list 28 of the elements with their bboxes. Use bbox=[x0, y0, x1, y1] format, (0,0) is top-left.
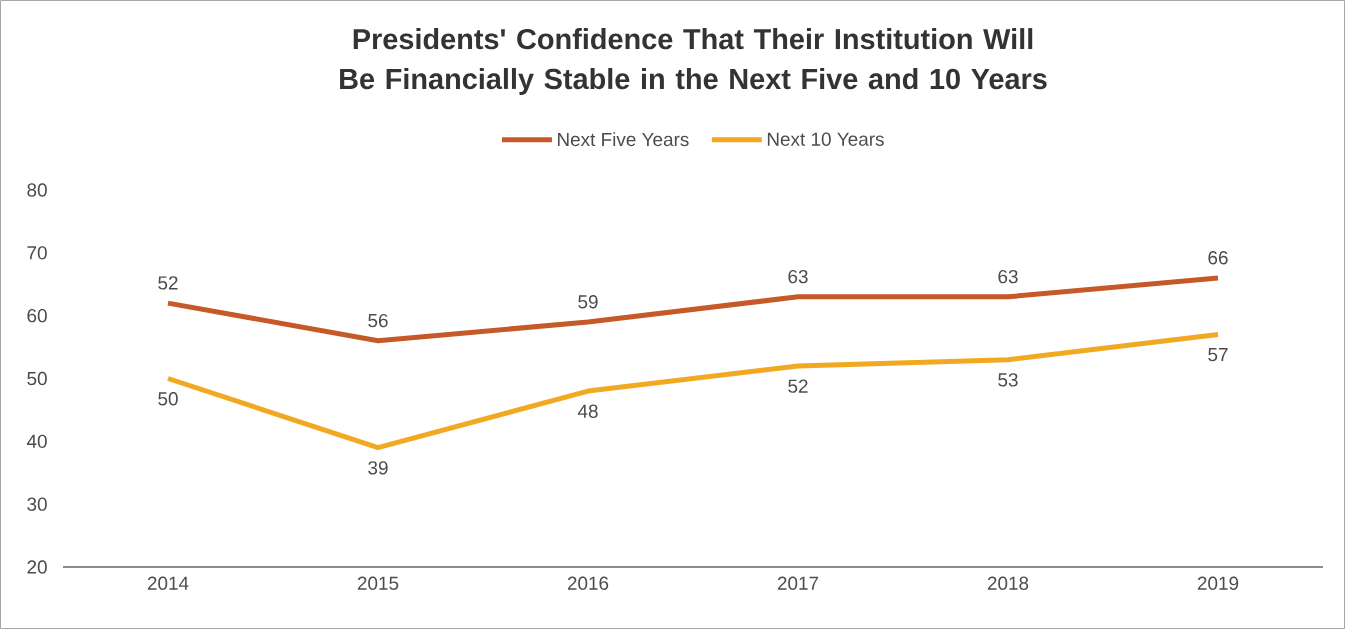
data-label: 52 bbox=[788, 379, 808, 393]
x-tick-label: 2016 bbox=[567, 576, 609, 590]
data-label: 57 bbox=[1208, 348, 1228, 362]
x-tick-label: 2017 bbox=[777, 576, 819, 590]
data-label: 48 bbox=[577, 404, 598, 418]
data-label: 59 bbox=[578, 295, 598, 309]
data-label: 66 bbox=[1208, 251, 1228, 265]
legend-label: Next Five Years bbox=[557, 132, 689, 147]
annotation: 52 bbox=[158, 276, 178, 290]
data-label: 63 bbox=[998, 269, 1018, 284]
x-tick-label: 2018 bbox=[987, 576, 1029, 590]
chart-title: Presidents' Confidence That Their Institution Will Be Financially Stable in the Next Five and 10 Years bbox=[340, 28, 1047, 95]
x-tick-label: 2019 bbox=[1197, 576, 1239, 590]
y-tick-label: 20 bbox=[27, 560, 47, 574]
y-tick-label: 40 bbox=[26, 434, 47, 449]
data-label: 53 bbox=[998, 373, 1018, 387]
y-tick-label: 30 bbox=[27, 497, 47, 511]
data-label: 50 bbox=[158, 392, 178, 406]
data-label: 39 bbox=[368, 461, 388, 475]
data-label: 56 bbox=[368, 313, 388, 328]
y-tick-label: 50 bbox=[27, 371, 47, 386]
y-tick-label: 60 bbox=[27, 308, 47, 323]
legend-label: Next 10 Years bbox=[767, 132, 884, 146]
y-tick-label: 70 bbox=[27, 246, 47, 260]
x-tick-label: 2014 bbox=[147, 576, 189, 590]
x-tick-label: 2015 bbox=[357, 576, 399, 590]
data-label: 63 bbox=[788, 269, 808, 284]
y-tick-label: 80 bbox=[27, 183, 47, 197]
